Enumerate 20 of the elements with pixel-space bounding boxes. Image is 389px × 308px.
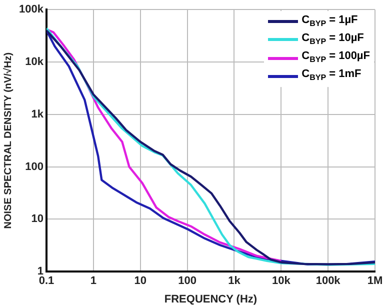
x-tick-label: 10 bbox=[134, 275, 146, 288]
legend-label: C$_{BYP}$ = 1µF bbox=[302, 12, 358, 30]
legend-label: C$_{BYP}$ = 1mF bbox=[302, 67, 362, 84]
x-tick-label: 1k bbox=[228, 275, 242, 288]
x-tick-label: 1M bbox=[367, 275, 383, 288]
x-tick-label: 10k bbox=[272, 275, 292, 288]
y-tick-label: 1k bbox=[31, 108, 44, 120]
y-tick-label: 100 bbox=[25, 160, 44, 173]
legend-label: C$_{BYP}$ = 10µF bbox=[302, 30, 364, 48]
legend-label: C$_{BYP}$ = 100µF bbox=[302, 48, 370, 66]
y-tick-label: 10k bbox=[25, 56, 44, 68]
x-axis-title: FREQUENCY (Hz) bbox=[164, 293, 258, 306]
x-tick-label: 100k bbox=[316, 275, 342, 288]
x-tick-label: 1 bbox=[90, 275, 96, 288]
y-tick-label: 10 bbox=[31, 213, 44, 226]
y-tick-label: 100k bbox=[18, 4, 44, 16]
y-tick-label: 1 bbox=[37, 266, 44, 278]
y-axis-title: NOISE SPECTRAL DENSITY (nV/√Hz) bbox=[2, 52, 14, 229]
x-tick-label: 100 bbox=[178, 275, 196, 288]
x-tick-label: 0.1 bbox=[38, 275, 54, 288]
